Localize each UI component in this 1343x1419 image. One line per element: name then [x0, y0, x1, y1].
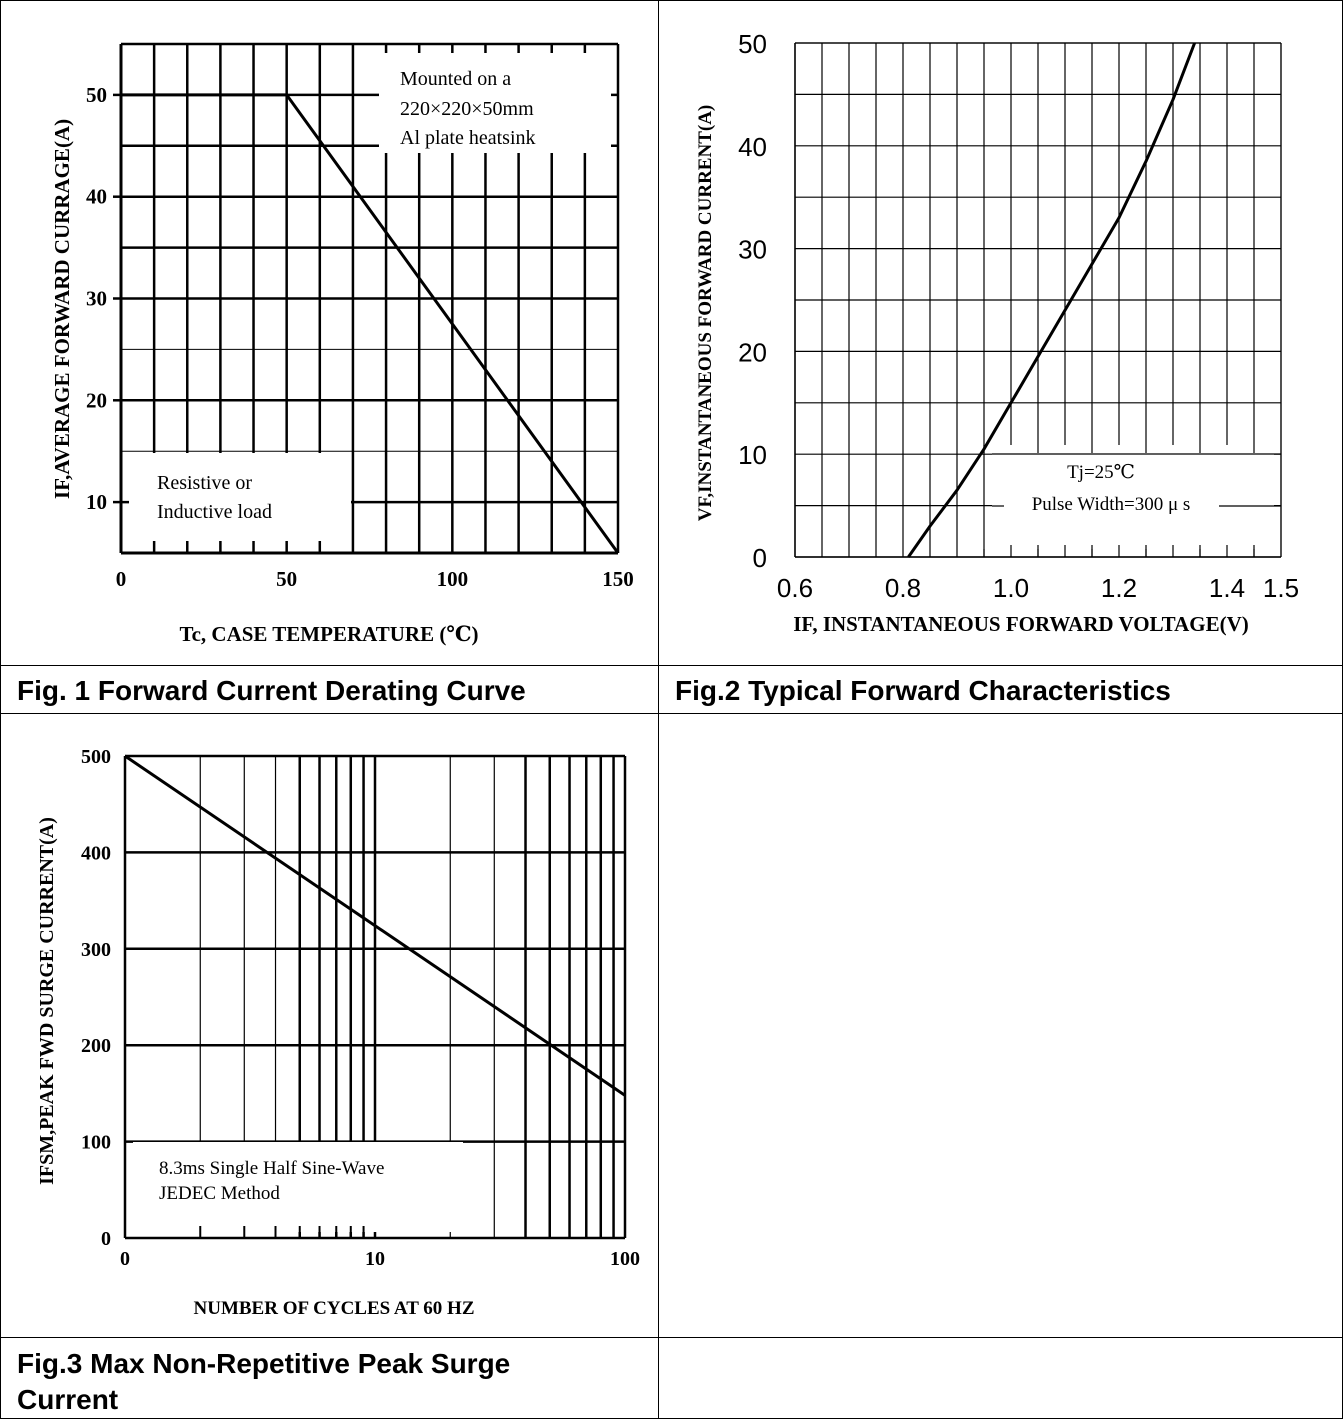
fig3-cell: 0 100 200 300 400 500 0 10 100 8.3ms Single Half …	[1, 714, 658, 1337]
table-row-divider	[1, 665, 1342, 666]
fig3-caption-line1: Fig.3 Max Non-Repetitive Peak Surge	[17, 1348, 511, 1379]
x-tick-label: 100	[610, 1248, 640, 1270]
fig3-chart: 0 100 200 300 400 500 0 10 100 8.3ms Single Half …	[36, 746, 640, 1319]
fig2-chart: 0 10 20 30 40 50 0.6 0.8 1.0 1.2 1.4 1.5 Tj=25℃ Pulse…	[695, 29, 1299, 636]
x-tick-label: 1.5	[1263, 573, 1299, 603]
x-tick-label: 0.6	[777, 573, 813, 603]
annotation-box	[133, 1142, 463, 1232]
x-tick-label: 1.2	[1101, 573, 1137, 603]
y-tick-label: 200	[81, 1035, 111, 1057]
y-tick-label: 30	[738, 235, 767, 265]
x-tick-label: 0.8	[885, 573, 921, 603]
annotation-box	[992, 445, 1274, 545]
annotation-text: 220×220×50mm	[400, 98, 534, 120]
fig2-cell: 0 10 20 30 40 50 0.6 0.8 1.0 1.2 1.4 1.5 Tj=25℃ Pulse…	[659, 1, 1342, 665]
annotation-box	[129, 453, 351, 541]
x-axis-label: NUMBER OF CYCLES AT 60 HZ	[194, 1298, 475, 1319]
table-row-divider	[1, 1337, 1342, 1338]
annotation-text: Mounted on a	[400, 68, 511, 90]
y-tick-label: 0	[101, 1228, 111, 1250]
x-tick-label: 100	[437, 567, 469, 591]
annotation-text: Pulse Width=300 μ s	[1032, 494, 1191, 515]
x-tick-label: 0	[120, 1248, 130, 1270]
annotation-box	[379, 53, 611, 153]
y-axis-label: IF,AVERAGE FORWARD CURRAGE(A)	[50, 119, 74, 499]
x-tick-label: 150	[602, 567, 634, 591]
fig2-caption: Fig.2 Typical Forward Characteristics	[675, 675, 1171, 706]
x-tick-label: 50	[276, 567, 297, 591]
annotation-text: Al plate heatsink	[400, 127, 536, 149]
y-tick-label: 20	[86, 388, 107, 412]
table-column-divider	[658, 1, 659, 1418]
table-row-divider	[1, 713, 1342, 714]
y-tick-label: 40	[86, 185, 107, 209]
x-axis-label: IF, INSTANTANEOUS FORWARD VOLTAGE(V)	[793, 612, 1248, 636]
annotation-text: JEDEC Method	[159, 1183, 280, 1204]
y-tick-label: 300	[81, 939, 111, 961]
y-axis-label: IFSM,PEAK FWD SURGE CURRENT(A)	[36, 817, 58, 1185]
y-tick-label: 400	[81, 842, 111, 864]
annotation-text: Resistive or	[157, 472, 252, 494]
y-axis-label: VF,INSTANTANEOUS FORWARD CURRENT(A)	[695, 105, 716, 522]
y-tick-label: 50	[738, 29, 767, 59]
y-tick-label: 10	[86, 490, 107, 514]
y-tick-label: 50	[86, 83, 107, 107]
x-tick-label: 10	[365, 1248, 385, 1270]
series-line	[121, 93, 620, 554]
fig1-caption: Fig. 1 Forward Current Derating Curve	[17, 675, 526, 706]
series-line	[124, 754, 626, 1097]
y-tick-label: 0	[753, 543, 767, 573]
y-tick-label: 10	[738, 440, 767, 470]
series-line	[907, 42, 1197, 558]
x-tick-label: 1.0	[993, 573, 1029, 603]
x-tick-label: 1.4	[1209, 573, 1245, 603]
y-tick-label: 40	[738, 132, 767, 162]
annotation-text: 8.3ms Single Half Sine-Wave	[159, 1158, 384, 1179]
x-axis-label: Tc, CASE TEMPERATURE (℃)	[180, 622, 479, 646]
y-tick-label: 100	[81, 1132, 111, 1154]
annotation-text: Inductive load	[157, 501, 272, 523]
x-tick-label: 0	[116, 567, 127, 591]
y-tick-label: 30	[86, 287, 107, 311]
fig1-cell: 10 20 30 40 50 0 50 100 150 Mounted on a 220×220×5…	[1, 1, 658, 665]
fig1-chart: 10 20 30 40 50 0 50 100 150 Mounted on a 220×220×5…	[50, 42, 634, 646]
y-tick-label: 20	[738, 337, 767, 367]
annotation-text: Tj=25℃	[1067, 462, 1135, 483]
fig3-caption-line2: Current	[17, 1384, 119, 1415]
y-tick-label: 500	[81, 746, 111, 768]
